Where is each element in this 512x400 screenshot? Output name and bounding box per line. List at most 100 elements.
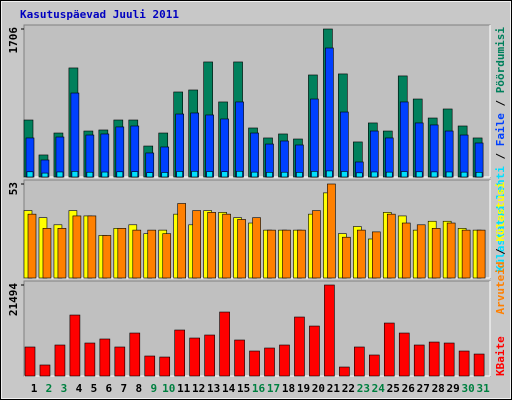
bar (341, 171, 348, 178)
bar (372, 231, 381, 279)
x-tick-label: 24 (372, 382, 386, 395)
bar (85, 134, 95, 178)
bar (205, 114, 214, 178)
bar (101, 171, 109, 178)
x-tick-label: 26 (402, 382, 416, 395)
bar (357, 229, 366, 279)
bar (476, 229, 486, 279)
bar (430, 171, 438, 178)
bar (237, 219, 246, 279)
bar (461, 229, 471, 279)
bar (383, 322, 395, 377)
bar (401, 222, 411, 279)
bar (414, 122, 424, 178)
bar (57, 228, 67, 279)
x-tick-label: 13 (207, 382, 220, 395)
legend: Arvuteid / Külastusi (494, 182, 507, 315)
y-tick-label: 53 (7, 182, 20, 195)
bar (39, 364, 51, 377)
bar (175, 113, 184, 178)
bar (356, 172, 363, 178)
chart-title: Kasutuspäevad Juuli 2011 (20, 8, 179, 21)
x-tick-label: 12 (192, 382, 205, 395)
bar (459, 134, 469, 178)
x-tick-label: 21 (327, 382, 341, 395)
bar (114, 346, 126, 377)
bar (219, 311, 230, 377)
bar (174, 329, 185, 377)
bar (429, 124, 439, 178)
bar (428, 341, 440, 377)
x-tick-label: 2 (46, 382, 53, 395)
bar (413, 344, 425, 377)
bar (460, 171, 468, 178)
bar (279, 344, 290, 377)
x-tick-label: 9 (150, 382, 157, 395)
bar (342, 236, 351, 279)
legend-separator: / (494, 93, 507, 113)
bar (27, 213, 37, 279)
bar (129, 332, 141, 377)
x-tick-label: 3 (61, 382, 68, 395)
bar (431, 228, 441, 279)
bar (369, 354, 380, 377)
bar (162, 233, 172, 279)
x-tick-label: 15 (237, 382, 250, 395)
bar (72, 215, 82, 279)
bar (297, 229, 306, 279)
bar (161, 172, 169, 178)
bar (207, 212, 216, 279)
bar (115, 126, 125, 178)
bar (354, 346, 365, 377)
x-tick-label: 22 (342, 382, 355, 395)
bar (130, 125, 140, 178)
bar (264, 347, 275, 377)
bar (69, 314, 81, 377)
bar (42, 228, 52, 279)
x-tick-label: 25 (387, 382, 400, 395)
bar (415, 171, 423, 178)
bar (220, 118, 229, 178)
bar (267, 229, 276, 279)
bar (311, 171, 318, 178)
bar (235, 101, 244, 178)
bar (147, 229, 157, 279)
legend-entry: Arvuteid (494, 261, 507, 314)
x-tick-label: 29 (447, 382, 460, 395)
x-tick-label: 5 (91, 382, 98, 395)
bar (116, 171, 124, 178)
bar (445, 171, 453, 178)
bar (236, 170, 243, 178)
bar (132, 229, 142, 279)
bar (144, 355, 156, 377)
bar (71, 171, 79, 178)
bar (324, 284, 335, 377)
legend-separator: / (494, 146, 507, 166)
bar (326, 170, 333, 178)
bar (398, 332, 410, 377)
bar (280, 140, 289, 178)
bar (312, 210, 321, 279)
bar (325, 47, 334, 178)
bar (310, 98, 319, 178)
bar (446, 222, 456, 279)
bar (444, 130, 454, 178)
x-tick-label: 20 (312, 382, 325, 395)
x-tick-label: 18 (282, 382, 295, 395)
bar (309, 325, 320, 377)
bar (221, 171, 228, 178)
bar (86, 171, 94, 178)
legend-separator: / (494, 242, 507, 262)
x-tick-label: 17 (267, 382, 280, 395)
bar (371, 171, 378, 178)
x-tick-label: 27 (417, 382, 430, 395)
bar (281, 171, 288, 178)
bar (416, 224, 426, 279)
x-tick-label: 7 (121, 382, 128, 395)
bar (70, 92, 80, 178)
bar (252, 217, 261, 279)
bar (190, 112, 199, 178)
bar (443, 342, 455, 377)
